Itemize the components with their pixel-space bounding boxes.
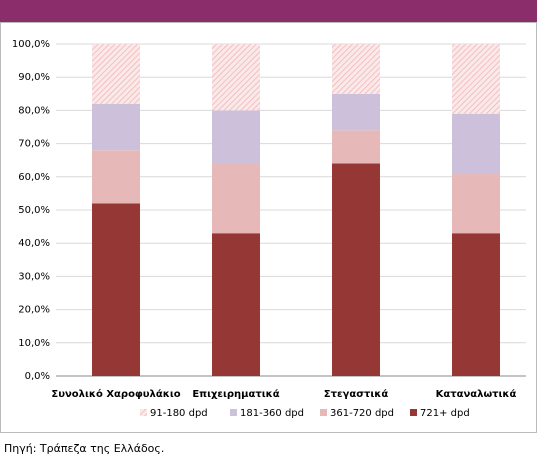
legend-label: 181-360 dpd — [240, 408, 304, 419]
chart-frame — [0, 22, 537, 433]
bar-segment — [452, 233, 500, 376]
legend-label: 361-720 dpd — [330, 408, 394, 419]
source-note: Πηγή: Τράπεζα της Ελλάδος. — [4, 442, 165, 455]
bar-segment — [92, 203, 140, 376]
legend-label: 721+ dpd — [420, 408, 470, 419]
bar-segment — [92, 150, 140, 204]
bar-segment — [212, 110, 260, 164]
y-tick-label: 20,0% — [18, 305, 50, 316]
bar-segment — [212, 44, 260, 111]
header-band — [0, 0, 537, 22]
legend-swatch — [230, 409, 237, 416]
y-tick-label: 30,0% — [18, 271, 50, 282]
x-tick-label: Επιχειρηματικά — [192, 388, 279, 400]
bar-segment — [92, 103, 140, 151]
legend-swatch — [140, 409, 147, 416]
y-tick-label: 90,0% — [18, 72, 50, 83]
bar-segment — [332, 44, 380, 94]
bar-segment — [452, 44, 500, 114]
bar-segment — [212, 163, 260, 234]
y-tick-label: 70,0% — [18, 139, 50, 150]
legend-swatch — [320, 409, 327, 416]
bar-segment — [332, 93, 380, 131]
y-tick-label: 40,0% — [18, 238, 50, 249]
legend-label: 91-180 dpd — [150, 408, 208, 419]
bar-segment — [212, 233, 260, 376]
x-tick-label: Συνολικό Χαροφυλάκιο — [51, 388, 180, 400]
y-tick-label: 80,0% — [18, 105, 50, 116]
bar-segment — [452, 173, 500, 234]
legend-swatch — [410, 409, 417, 416]
chart: 0,0% 10,0% 20,0% 30,0% 40,0% 50,0% 60,0% 70,0% 8… — [0, 0, 537, 433]
y-tick-label: 100,0% — [12, 39, 50, 50]
y-tick-label: 0,0% — [25, 371, 50, 382]
y-tick-label: 60,0% — [18, 172, 50, 183]
bar-segment — [452, 113, 500, 174]
x-tick-label: Καταναλωτικά — [436, 388, 517, 400]
bar-segment — [92, 44, 140, 104]
y-tick-label: 50,0% — [18, 205, 50, 216]
y-tick-label: 10,0% — [18, 338, 50, 349]
bar-segment — [332, 130, 380, 164]
x-tick-label: Στεγαστικά — [324, 388, 389, 400]
bar-segment — [332, 163, 380, 376]
